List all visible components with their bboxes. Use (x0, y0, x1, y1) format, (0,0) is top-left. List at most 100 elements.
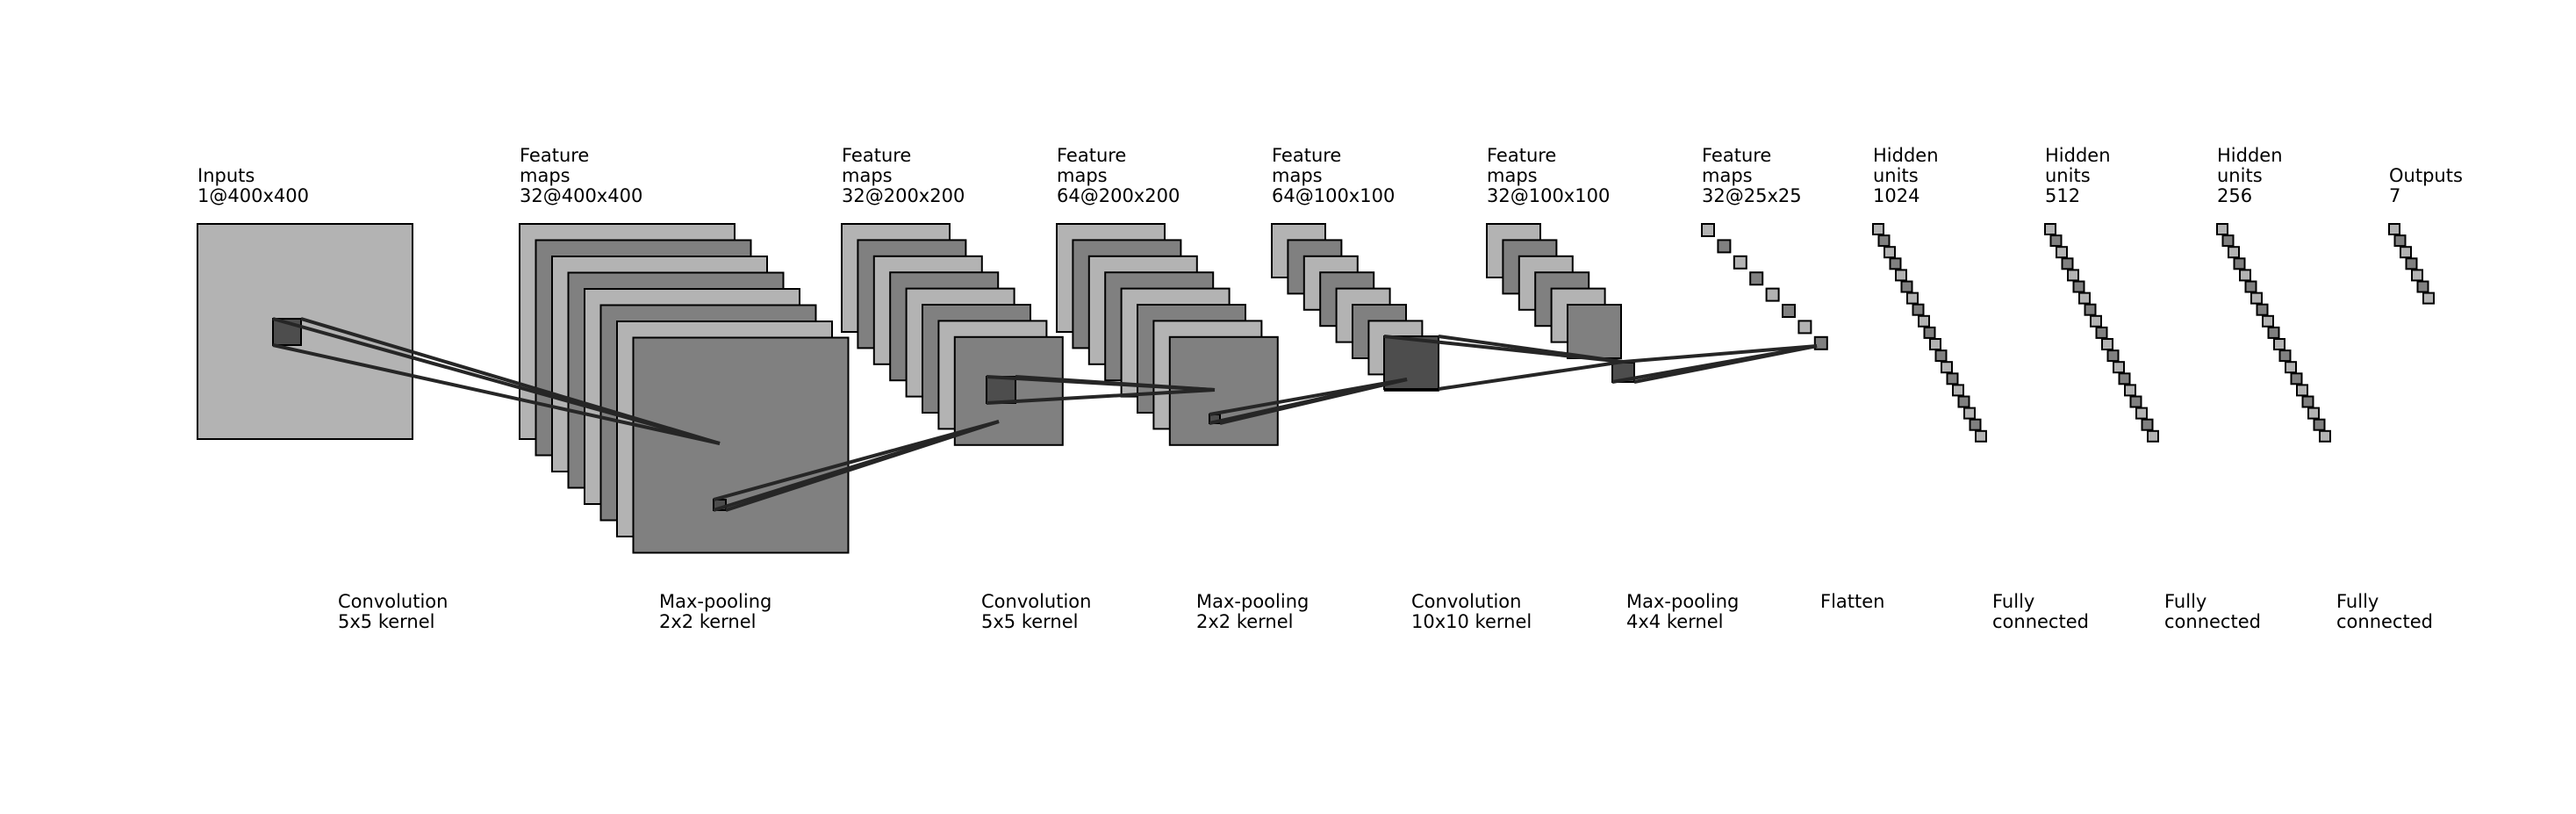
layer-label-conv3: Feature maps 32@100x100 (1487, 145, 1610, 206)
kernel-patch-pool1 (986, 376, 1016, 404)
layer-title-line1: Feature (842, 145, 911, 166)
neuron-unit (2141, 418, 2154, 431)
layer-label-conv2: Feature maps 64@200x200 (1057, 145, 1180, 206)
neuron-unit (2285, 361, 2297, 374)
connection-lines (272, 317, 1818, 512)
neuron-unit (1895, 269, 1907, 282)
neuron-unit (2296, 384, 2308, 397)
neuron-unit (1941, 361, 1953, 374)
neuron-unit (1912, 303, 1925, 316)
operation-name: Max-pooling (1626, 591, 1739, 612)
operation-detail: 4x4 kernel (1626, 611, 1724, 632)
neuron-unit (2262, 314, 2274, 328)
layer-title-line2: maps (1702, 165, 1753, 186)
operation-name: Fully (2164, 591, 2206, 612)
neuron-unit (2313, 418, 2326, 431)
neuron-unit (2221, 234, 2235, 248)
layer-title-line1: Feature (1057, 145, 1126, 166)
stack-conv1 (519, 223, 850, 554)
layer-title-line1: Hidden (1873, 145, 1939, 166)
neuron-unit (1813, 335, 1828, 350)
neuron-unit (2129, 395, 2142, 408)
operation-name: Fully (1992, 591, 2034, 612)
neuron-unit (2416, 280, 2429, 293)
connection-line (1209, 378, 1408, 425)
chain-output (2388, 223, 2435, 305)
layer-title-line2: maps (1057, 165, 1108, 186)
neuron-unit (1923, 326, 1936, 339)
neuron-unit (1929, 338, 1941, 350)
neuron-unit (2228, 246, 2240, 259)
neuron-unit (2256, 303, 2269, 316)
operation-detail: 5x5 kernel (981, 611, 1079, 632)
layer-dims: 64@200x200 (1057, 185, 1180, 206)
neuron-unit (2216, 223, 2228, 235)
layer-title-line2: units (1873, 165, 1919, 186)
layer-title-line1: Feature (1272, 145, 1341, 166)
neuron-unit (2084, 303, 2097, 316)
neuron-unit (1934, 349, 1948, 363)
neuron-unit (1918, 314, 1930, 328)
stack-conv3 (1486, 223, 1622, 359)
neuron-unit (2061, 257, 2074, 270)
operation-name: Max-pooling (1196, 591, 1309, 612)
neuron-unit (1701, 223, 1715, 237)
neuron-unit (2239, 269, 2251, 282)
chain-fc3 (2216, 223, 2331, 443)
chain-fc2 (2044, 223, 2159, 443)
layer-label-conv1: Feature maps 32@400x400 (520, 145, 642, 206)
neuron-unit (2072, 280, 2085, 293)
neuron-unit (2106, 349, 2120, 363)
neuron-unit (2278, 349, 2292, 363)
neuron-unit (2244, 280, 2257, 293)
connection-line (1015, 375, 1216, 392)
operation-detail: 2x2 kernel (659, 611, 757, 632)
layer-label-output: Outputs 7 (2389, 165, 2469, 206)
layer-label-fc2: Hidden units 512 (2045, 145, 2116, 206)
layer-title: Outputs (2389, 165, 2463, 186)
connection-line (1611, 344, 1818, 364)
neuron-unit (2422, 292, 2435, 305)
chain-fc1 (1872, 223, 1987, 443)
neuron-unit (1963, 407, 1976, 420)
operation-label: Fully connected (1992, 591, 2089, 632)
layer-title-line2: maps (1487, 165, 1538, 186)
neuron-unit (2124, 384, 2136, 397)
neuron-unit (2078, 292, 2091, 305)
connection-line (1383, 335, 1624, 364)
feature-map (632, 336, 850, 554)
neuron-unit (1957, 395, 1970, 408)
operation-name: Convolution (1411, 591, 1521, 612)
neuron-unit (1952, 384, 1964, 397)
layer-dims: 1024 (1873, 185, 1919, 206)
operation-name: Convolution (981, 591, 1091, 612)
neuron-unit (2273, 338, 2285, 350)
neuron-unit (1797, 320, 1812, 335)
neuron-unit (2049, 234, 2063, 248)
neuron-unit (1877, 234, 1891, 248)
operation-detail: 5x5 kernel (338, 611, 435, 632)
neuron-unit (1906, 292, 1919, 305)
neuron-unit (1969, 418, 1982, 431)
connection-line (986, 388, 1216, 405)
operation-detail: connected (2164, 611, 2261, 632)
neuron-unit (1782, 304, 1796, 318)
stack-conv2 (1056, 223, 1279, 446)
layer-dims: 64@100x100 (1272, 185, 1395, 206)
neuron-unit (2388, 223, 2400, 235)
neuron-unit (2147, 429, 2159, 443)
layer-dims: 32@25x25 (1702, 185, 1802, 206)
layer-label-fc3: Hidden units 256 (2217, 145, 2288, 206)
neuron-unit (2250, 292, 2263, 305)
connection-line (300, 317, 721, 445)
chain-pool3 (1701, 223, 1828, 350)
neuron-unit (1884, 246, 1896, 259)
neuron-unit (2405, 257, 2418, 270)
operation-detail: 2x2 kernel (1196, 611, 1294, 632)
operation-label: Max-pooling 4x4 kernel (1626, 591, 1745, 632)
neuron-unit (1889, 257, 1902, 270)
layer-title-line1: Feature (520, 145, 589, 166)
layer-title-line2: maps (520, 165, 570, 186)
operation-detail: 10x10 kernel (1411, 611, 1532, 632)
